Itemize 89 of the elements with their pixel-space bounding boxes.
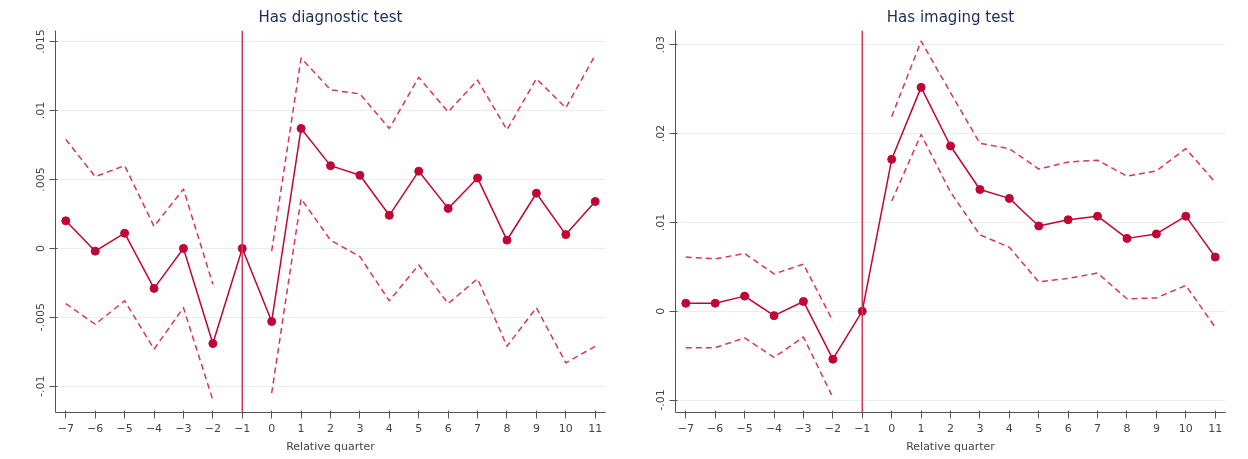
point: [1210, 252, 1220, 262]
x-tick-label: −3: [795, 421, 812, 435]
point: [326, 161, 335, 171]
x-tick-label: −2: [824, 421, 841, 435]
y-tick-label: -.005: [34, 303, 48, 332]
x-tick-label: −7: [57, 421, 74, 435]
point: [1093, 211, 1103, 221]
x-tick-label: 10: [558, 421, 573, 435]
x-axis-title: Relative quarter: [906, 439, 996, 453]
point: [1004, 193, 1014, 203]
y-tick-label: .005: [34, 167, 48, 192]
y-tick-label: .015: [34, 29, 48, 54]
x-tick-label: 0: [888, 421, 896, 435]
point: [946, 141, 955, 151]
point: [1181, 211, 1191, 221]
x-tick-label: 9: [1152, 421, 1160, 435]
point: [61, 216, 71, 226]
x-tick-label: −6: [707, 421, 724, 435]
y-tick-label: .01: [654, 213, 668, 232]
point: [443, 203, 453, 213]
x-tick-label: 3: [976, 421, 984, 435]
x-tick-label: 6: [444, 421, 452, 435]
y-tick-label: .03: [654, 35, 668, 54]
y-tick-label: -.01: [654, 389, 668, 411]
y-tick-label: .02: [654, 124, 668, 143]
point: [740, 291, 750, 301]
x-tick-label: −1: [234, 421, 251, 435]
point: [887, 154, 897, 164]
x-tick-label: 7: [1094, 421, 1102, 435]
point: [798, 296, 808, 306]
x-tick-label: 7: [474, 421, 482, 435]
x-tick-label: 4: [1005, 421, 1013, 435]
point: [769, 311, 779, 321]
point: [828, 354, 838, 364]
x-tick-label: −5: [736, 421, 753, 435]
y-tick-label: -.01: [34, 375, 48, 398]
x-tick-label: 8: [503, 421, 511, 435]
x-tick-label: −2: [204, 421, 221, 435]
x-tick-label: 10: [1178, 421, 1193, 435]
point: [681, 298, 691, 308]
x-tick-label: −1: [854, 421, 871, 435]
point: [178, 243, 188, 253]
x-tick-label: 4: [385, 421, 393, 435]
x-tick-label: 1: [297, 421, 305, 435]
x-tick-label: 1: [917, 421, 925, 435]
x-tick-label: −3: [175, 421, 192, 435]
x-tick-label: 2: [947, 421, 954, 435]
x-tick-label: 9: [532, 421, 540, 435]
x-tick-label: −7: [677, 421, 694, 435]
point: [473, 173, 483, 183]
x-tick-label: 6: [1064, 421, 1072, 435]
point: [1122, 233, 1132, 243]
x-axis-title: Relative quarter: [286, 439, 376, 453]
point: [384, 210, 394, 220]
point: [267, 316, 277, 326]
point: [975, 185, 985, 195]
x-tick-label: −4: [765, 421, 783, 435]
x-tick-label: 5: [415, 421, 423, 435]
point: [208, 339, 218, 349]
x-tick-label: 11: [1208, 421, 1223, 435]
x-tick-label: 3: [356, 421, 364, 435]
point: [561, 230, 571, 240]
chart-title: Has diagnostic test: [258, 7, 403, 26]
x-tick-label: 5: [1035, 421, 1043, 435]
chart-title: Has imaging test: [886, 7, 1015, 26]
point: [355, 170, 365, 180]
point: [120, 228, 130, 238]
point: [90, 246, 100, 256]
point: [1151, 229, 1161, 239]
x-tick-label: −6: [87, 421, 104, 435]
x-tick-label: 2: [327, 421, 334, 435]
point: [531, 188, 541, 198]
point: [916, 82, 926, 92]
y-tick-label: 0: [34, 244, 48, 252]
x-tick-label: −4: [145, 421, 163, 435]
point: [149, 283, 159, 293]
y-tick-label: .01: [34, 101, 48, 120]
point: [590, 197, 600, 206]
point: [296, 123, 306, 133]
x-tick-label: 8: [1123, 421, 1131, 435]
point: [1063, 215, 1073, 225]
point: [414, 166, 424, 176]
point: [1034, 221, 1044, 231]
x-tick-label: −5: [116, 421, 133, 435]
point: [710, 298, 720, 308]
y-tick-label: 0: [654, 307, 668, 315]
x-tick-label: 0: [268, 421, 276, 435]
point: [502, 235, 512, 245]
x-tick-label: 11: [588, 421, 603, 435]
